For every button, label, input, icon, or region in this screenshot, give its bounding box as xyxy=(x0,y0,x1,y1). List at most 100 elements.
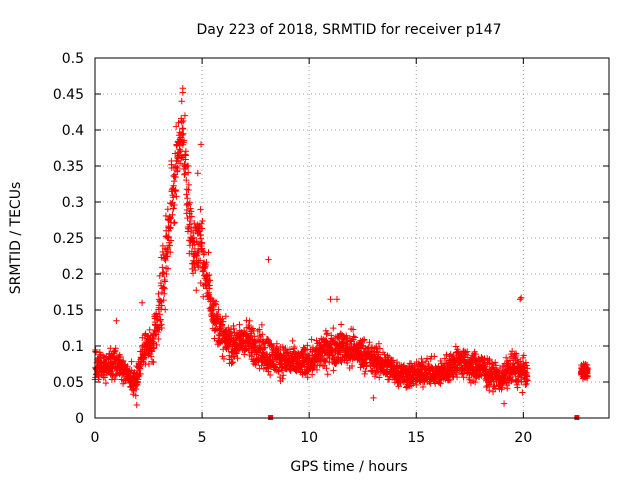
x-tick-label: 0 xyxy=(91,430,100,446)
data-point xyxy=(193,252,201,260)
data-point xyxy=(165,233,172,241)
data-point xyxy=(524,365,531,372)
data-point xyxy=(484,382,491,389)
plot-frame xyxy=(94,57,610,419)
data-point xyxy=(170,194,177,201)
data-point xyxy=(207,294,214,302)
data-point xyxy=(179,125,186,133)
data-point xyxy=(161,306,169,313)
data-point xyxy=(375,340,383,347)
data-point xyxy=(150,358,157,366)
data-point xyxy=(159,264,166,271)
data-point-outlier xyxy=(178,98,185,105)
data-point xyxy=(190,238,197,246)
data-point xyxy=(323,365,330,372)
data-point xyxy=(336,347,344,354)
data-point xyxy=(193,237,200,245)
data-point xyxy=(172,123,180,130)
data-point xyxy=(330,324,337,332)
data-point xyxy=(160,296,167,304)
data-point xyxy=(330,367,337,374)
data-point xyxy=(502,379,510,386)
data-point xyxy=(161,285,168,293)
data-point xyxy=(206,271,213,279)
data-point xyxy=(195,263,202,271)
data-point xyxy=(166,215,174,223)
data-point xyxy=(254,327,262,335)
y-tick-label: 0.15 xyxy=(53,303,84,319)
data-point xyxy=(395,383,402,390)
data-point xyxy=(199,217,206,225)
x-tick-label: 15 xyxy=(407,430,425,446)
data-point xyxy=(464,348,471,355)
data-point xyxy=(337,321,345,328)
data-point xyxy=(362,367,369,375)
data-point xyxy=(164,265,172,272)
data-point-outlier xyxy=(194,170,201,177)
data-point xyxy=(136,363,144,370)
data-point-outlier xyxy=(197,141,205,148)
data-point xyxy=(351,334,359,341)
data-point xyxy=(522,359,530,366)
data-point xyxy=(344,359,351,367)
data-point xyxy=(171,219,178,226)
data-point xyxy=(384,352,391,359)
data-point xyxy=(422,358,430,365)
data-point xyxy=(181,171,188,178)
data-point xyxy=(523,362,530,369)
data-point xyxy=(350,333,357,340)
data-point xyxy=(508,348,516,355)
data-point xyxy=(164,253,171,260)
data-point xyxy=(389,357,397,364)
data-point xyxy=(405,383,413,390)
data-point xyxy=(198,220,205,227)
data-point xyxy=(253,337,261,345)
data-point xyxy=(486,387,493,394)
data-point-outlier xyxy=(138,299,146,306)
data-point xyxy=(524,377,531,384)
data-point xyxy=(155,290,162,298)
data-point xyxy=(368,368,375,375)
y-tick-label: 0.3 xyxy=(62,195,84,211)
data-point xyxy=(231,353,238,360)
data-point xyxy=(357,338,365,346)
y-tick-label: 0.45 xyxy=(53,87,84,103)
data-point xyxy=(303,350,311,358)
data-point xyxy=(279,375,286,382)
data-point xyxy=(212,320,219,327)
data-point xyxy=(180,117,187,125)
data-point xyxy=(168,200,175,208)
data-point xyxy=(191,220,198,227)
y-tick-label: 0.35 xyxy=(53,159,84,175)
data-point xyxy=(431,353,438,360)
data-point xyxy=(458,352,466,359)
data-point xyxy=(504,385,511,392)
data-point xyxy=(128,358,135,365)
y-tick-label: 0.1 xyxy=(62,339,84,355)
data-point xyxy=(156,311,163,318)
data-point xyxy=(107,345,114,352)
data-point xyxy=(460,374,467,381)
data-point-outlier xyxy=(370,394,377,402)
data-point xyxy=(102,379,110,387)
data-point xyxy=(170,182,177,189)
data-point xyxy=(187,208,195,215)
data-point xyxy=(112,345,119,352)
data-point xyxy=(385,353,393,361)
data-point xyxy=(261,340,269,348)
data-point xyxy=(145,360,153,368)
data-point xyxy=(119,358,127,365)
data-point xyxy=(402,384,410,391)
data-point xyxy=(187,217,194,225)
data-point xyxy=(194,262,201,269)
data-point xyxy=(472,378,479,386)
data-point xyxy=(519,389,526,396)
data-point xyxy=(184,195,191,202)
data-point xyxy=(419,383,427,391)
data-point xyxy=(219,315,226,322)
data-point xyxy=(464,354,472,361)
data-point xyxy=(158,324,165,332)
data-point xyxy=(163,270,170,278)
data-point xyxy=(280,372,287,379)
data-point xyxy=(179,131,186,139)
